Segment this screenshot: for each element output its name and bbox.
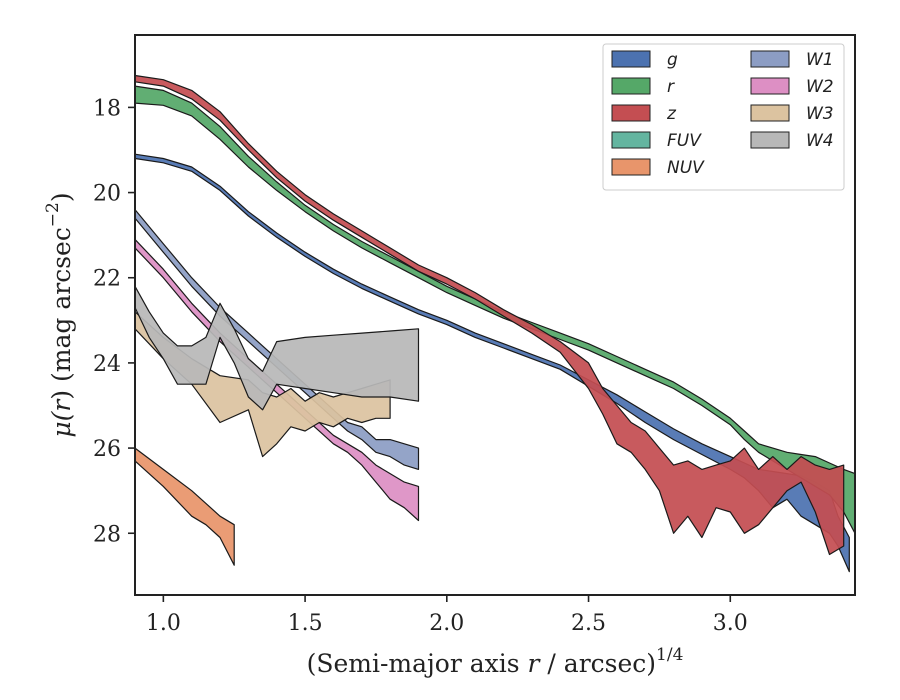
y-axis: 18 20 22 24 26 28	[93, 96, 135, 547]
x-tick-label: 1.0	[146, 611, 181, 636]
legend-swatch-g	[611, 50, 651, 68]
series-band-g	[134, 153, 850, 573]
x-tick-label: 2.5	[571, 611, 606, 636]
x-axis-title: (Semi-major axis r / arcsec)1/4	[307, 645, 684, 678]
legend-label-nuv: NUV	[667, 158, 705, 178]
x-tick-label: 2.0	[429, 611, 464, 636]
y-tick-label: 22	[93, 267, 121, 292]
legend-label-w1: W1	[806, 50, 834, 70]
legend-swatch-nuv	[611, 158, 651, 176]
legend-label-fuv: FUV	[667, 131, 702, 151]
legend-label-z: z	[666, 104, 677, 124]
y-tick-label: 18	[93, 96, 121, 121]
series-band-w4	[134, 285, 420, 411]
legend-swatch-w3	[750, 104, 790, 122]
legend-label-g: g	[667, 50, 678, 70]
series-bands	[134, 74, 856, 573]
legend-swatch-w1	[750, 50, 790, 68]
y-tick-label: 26	[93, 437, 121, 462]
legend-swatch-w2	[750, 77, 790, 95]
legend-label-r: r	[667, 77, 675, 97]
legend-swatch-w4	[750, 131, 790, 149]
legend-swatch-r	[611, 77, 651, 95]
x-tick-label: 1.5	[288, 611, 323, 636]
legend-label-w3: W3	[806, 104, 834, 124]
y-tick-label: 28	[93, 522, 121, 547]
legend: grz FUV NUV W1 W2 W3 W4	[602, 43, 845, 191]
y-tick-label: 20	[93, 182, 121, 207]
legend-label-w4: W4	[806, 131, 834, 151]
x-axis: 1.0 1.5 2.0 2.5 3.0	[146, 595, 748, 636]
legend-label-w2: W2	[806, 77, 834, 97]
legend-swatch-fuv	[611, 131, 651, 149]
legend-swatch-z	[611, 104, 651, 122]
y-tick-label: 24	[93, 352, 121, 377]
series-band-w1	[134, 209, 420, 470]
y-axis-title: μ(r) (mag arcsec−2)	[43, 192, 76, 437]
series-band-z	[134, 74, 845, 556]
x-tick-label: 3.0	[713, 611, 748, 636]
plot-frame	[134, 34, 856, 596]
series-band-nuv	[134, 447, 235, 566]
